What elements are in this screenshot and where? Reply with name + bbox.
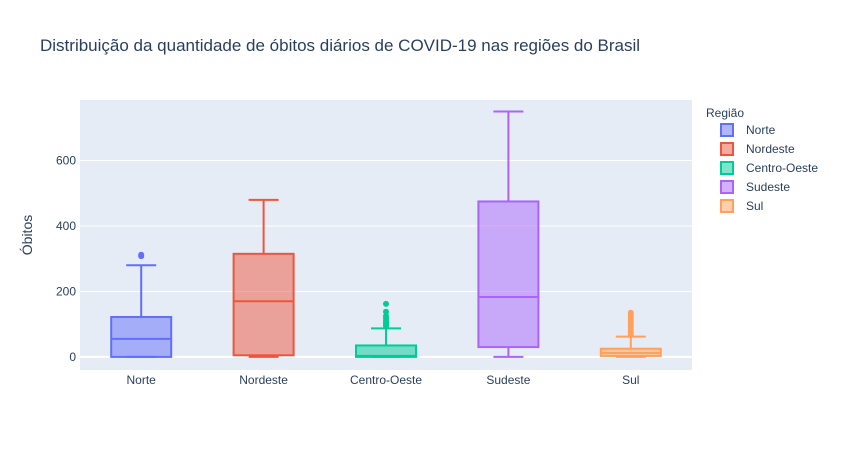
chart-title: Distribuição da quantidade de óbitos diá… — [40, 36, 640, 55]
legend-item-centro-oeste[interactable]: Centro-Oeste — [720, 161, 818, 175]
y-tick-label: 400 — [56, 219, 76, 233]
box-iqr — [110, 315, 173, 358]
x-axis-ticks: Norte Nordeste Centro-Oeste Sudeste Sul — [127, 373, 640, 387]
legend-label: Norte — [746, 123, 776, 137]
legend-swatch — [720, 180, 734, 194]
outlier-point — [138, 251, 145, 258]
legend-label: Centro-Oeste — [746, 161, 818, 175]
outlier-point — [383, 313, 389, 319]
outlier-point — [627, 309, 634, 316]
y-axis-ticks: 0 200 400 600 — [56, 154, 76, 364]
legend-item-nordeste[interactable]: Nordeste — [720, 142, 795, 156]
box-iqr — [232, 252, 295, 357]
legend[interactable]: Região Norte Nordeste Centro-Oeste Sudeste S… — [706, 106, 818, 213]
x-tick-label: Sudeste — [486, 373, 530, 387]
legend-item-sul[interactable]: Sul — [720, 199, 763, 213]
x-tick-label: Sul — [622, 373, 639, 387]
x-tick-label: Nordeste — [239, 373, 288, 387]
y-tick-label: 0 — [69, 350, 76, 364]
y-axis-title: Óbitos — [19, 215, 35, 255]
legend-swatch — [720, 123, 734, 137]
y-tick-label: 600 — [56, 154, 76, 168]
legend-swatch — [720, 199, 734, 213]
box-sul[interactable] — [599, 309, 662, 358]
legend-item-sudeste[interactable]: Sudeste — [720, 180, 790, 194]
box-sudeste[interactable] — [477, 110, 540, 358]
y-tick-label: 200 — [56, 284, 76, 298]
legend-label: Nordeste — [746, 142, 795, 156]
legend-swatch — [720, 142, 734, 156]
legend-item-norte[interactable]: Norte — [720, 123, 776, 137]
box-iqr — [477, 200, 540, 349]
legend-swatch — [720, 161, 734, 175]
box-series — [110, 110, 662, 358]
box-centro-oeste[interactable] — [355, 300, 417, 358]
x-tick-label: Centro-Oeste — [350, 373, 422, 387]
outlier-point — [383, 300, 389, 307]
box-nordeste[interactable] — [232, 198, 295, 358]
legend-label: Sul — [746, 199, 763, 213]
legend-title: Região — [706, 106, 744, 120]
outlier-point — [383, 308, 389, 315]
legend-label: Sudeste — [746, 180, 790, 194]
x-tick-label: Norte — [127, 373, 157, 387]
box-norte[interactable] — [110, 251, 173, 358]
